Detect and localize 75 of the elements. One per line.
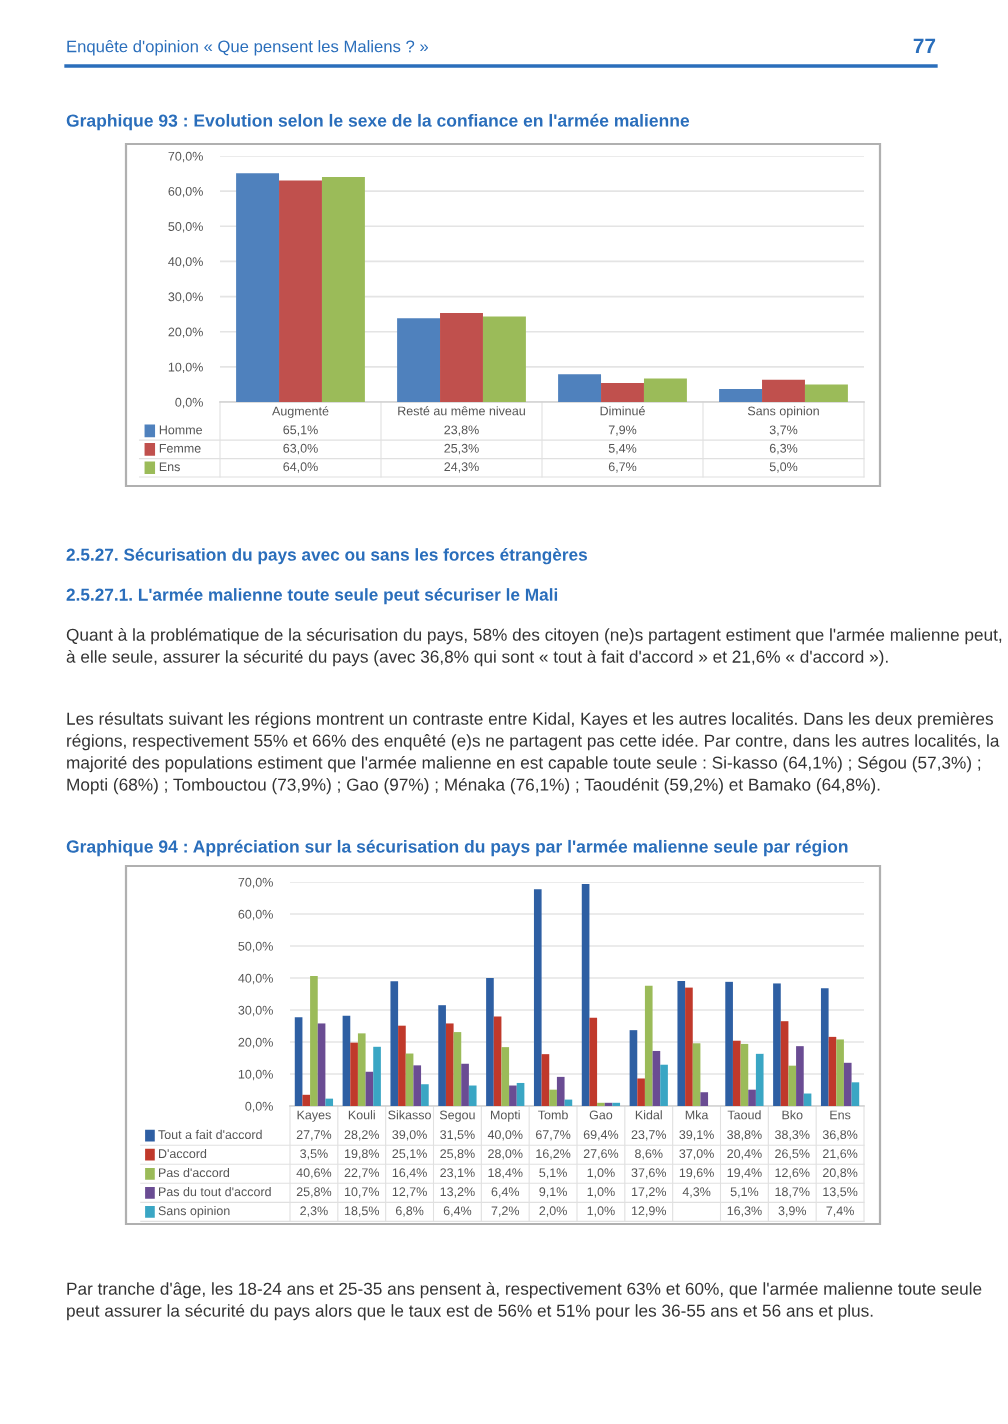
bar [843,1062,852,1106]
bar [509,1085,517,1106]
bar [804,384,848,402]
bar [556,1076,565,1106]
bar [453,1032,462,1106]
bar [549,1089,557,1106]
bar [365,1071,374,1106]
bar [373,1046,381,1106]
bar [468,1085,477,1106]
bar [533,889,542,1106]
bar [677,980,686,1106]
bar [836,1039,844,1106]
bar [851,1082,860,1106]
bar [390,981,399,1106]
bar [279,180,322,402]
text: Par tranche d'âge, les 18-24 ans et 25-35 ans pensent à, respectivement 63% et 60%, que l'armée malienne toute seule peut assurer la sécurité du pays alors que le taux est de 56% et 51% pour les 36-55 ans et 56 ans et plus. [67,1282,982,1321]
text: 2.5.27. Sécurisation du pays avec ou sans les forces étrangères [66,548,587,565]
bar [660,1064,668,1106]
text: Enquête d'opinion « Que pensent les Maliens ? » [67,40,429,56]
bar [644,985,653,1106]
text: 2.5.27.1. L'armée malienne toute seule peut sécuriser le Mali [66,588,558,605]
bar [788,1065,797,1106]
bar [398,1025,406,1106]
bar [440,313,483,402]
bar [725,981,733,1106]
bar [755,1053,764,1106]
bar [589,1017,598,1106]
bar [732,1040,741,1106]
bar [516,1082,525,1106]
bar [773,983,781,1106]
bar [740,1043,749,1106]
bar [719,389,763,402]
bar [700,1092,709,1106]
bar [558,374,602,402]
bar [820,988,829,1106]
bar [413,1065,422,1106]
text: Quant à la problématique de la sécurisation du pays, 58% des citoyen (ne)s partagent estiment que l'armée malienne peut, à elle seule, assurer la sécurité du pays (avec 36,8% qui sont « tout à fait d'accord » et 21,6% « d'accord »). [66,628,1002,667]
bar [482,316,526,402]
bar [685,987,693,1106]
bar [637,1078,645,1106]
bar [397,318,441,402]
bar [438,1005,446,1106]
bar [493,1016,502,1106]
text: 77 [913,38,936,54]
bar [486,978,494,1106]
bar [748,1089,756,1106]
bar [294,1017,303,1106]
bar [629,1030,638,1106]
bar [601,383,644,402]
chart-title: Graphique 93 : Evolution selon le sexe de la confiance en l'armée malienne [66,113,690,131]
bar [445,1023,454,1106]
bar [310,976,318,1106]
bar [236,173,280,402]
bar [762,379,805,402]
bar [405,1053,414,1106]
bar [350,1042,358,1106]
text: Les résultats suivant les régions montrent un contraste entre Kidal, Kayes et les autres localités. Dans les deux premières régions, respectivement 55% et 66% des enquêté (e)s ne partagent pas cette idée. Par contre, dans les autres localités, la majorité des populations estiment que l'armée malienne en est capable toute seule : Si-kasso (64,1%) ; Ségou (57,3%) ; Mopti (68%) ; Tombouctou (73,9%) ; Gao (97%) ; Ménaka (76,1%) ; Taoudénit (59,2%) et Bamako (64,8%). [67,712,1000,795]
bar [461,1063,469,1106]
bar [421,1084,429,1106]
chart-title: Graphique 94 : Appréciation sur la sécurisation du pays par l'armée malienne seule par région [66,839,848,857]
bar [321,177,365,402]
bar [325,1098,334,1106]
bar [541,1054,550,1106]
bar [357,1033,366,1106]
bar [581,883,590,1106]
bar [652,1050,661,1106]
bar [317,1023,326,1106]
bar [796,1046,804,1106]
bar [342,1015,351,1106]
bar [501,1047,510,1106]
bar [828,1036,837,1106]
bar [302,1094,311,1106]
bar [780,1021,789,1106]
bar [643,378,687,402]
bar [692,1043,701,1106]
